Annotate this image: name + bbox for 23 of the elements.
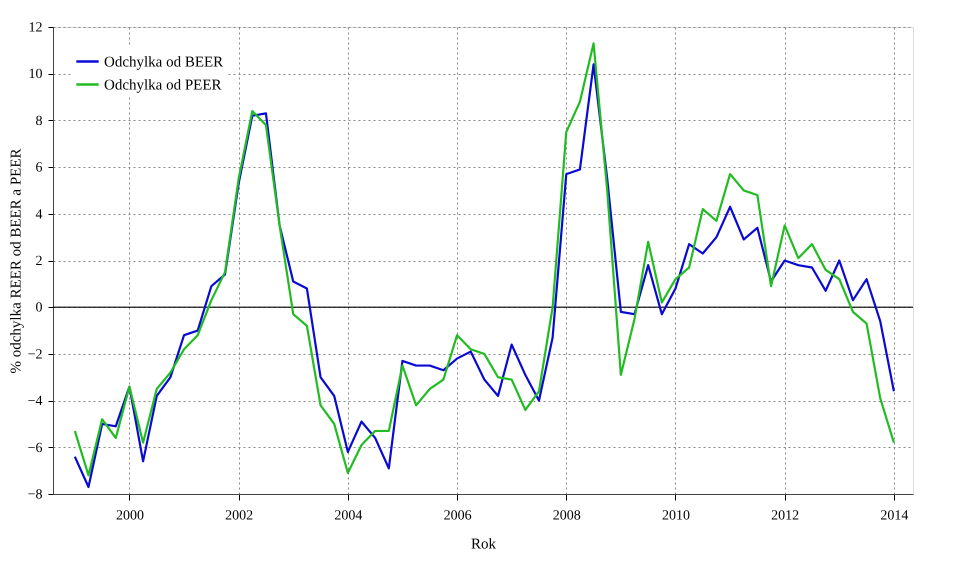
x-tick-label: 2008: [552, 508, 581, 524]
y-tick-label: 2: [36, 254, 42, 269]
x-tick-label: 2014: [880, 508, 908, 524]
x-tick-label: 2002: [225, 508, 254, 524]
legend-label: Odchylka od PEER: [104, 78, 222, 94]
y-tick-label: −8: [28, 488, 42, 502]
y-tick-label: 6: [36, 160, 42, 176]
y-tick-label: 0: [36, 300, 42, 316]
y-axis-title: % odchylka REER od BEER a PEER: [8, 148, 25, 374]
x-tick-label: 2000: [116, 508, 144, 524]
x-tick-label: 2012: [771, 508, 800, 524]
y-tick-label: −6: [28, 440, 42, 456]
y-tick-label: 10: [28, 67, 42, 82]
y-tick-label: 8: [36, 114, 42, 129]
x-axis-title: Rok: [470, 536, 496, 552]
x-tick-label: 2004: [334, 508, 362, 524]
y-tick-label: −4: [28, 394, 42, 410]
y-tick-label: 4: [36, 207, 42, 222]
x-tick-label: 2010: [662, 508, 690, 524]
x-tick-label: 2006: [444, 508, 472, 524]
legend-label: Odchylka od BEER: [104, 54, 224, 70]
y-tick-label: 12: [28, 20, 42, 36]
y-tick-label: −2: [28, 347, 42, 362]
